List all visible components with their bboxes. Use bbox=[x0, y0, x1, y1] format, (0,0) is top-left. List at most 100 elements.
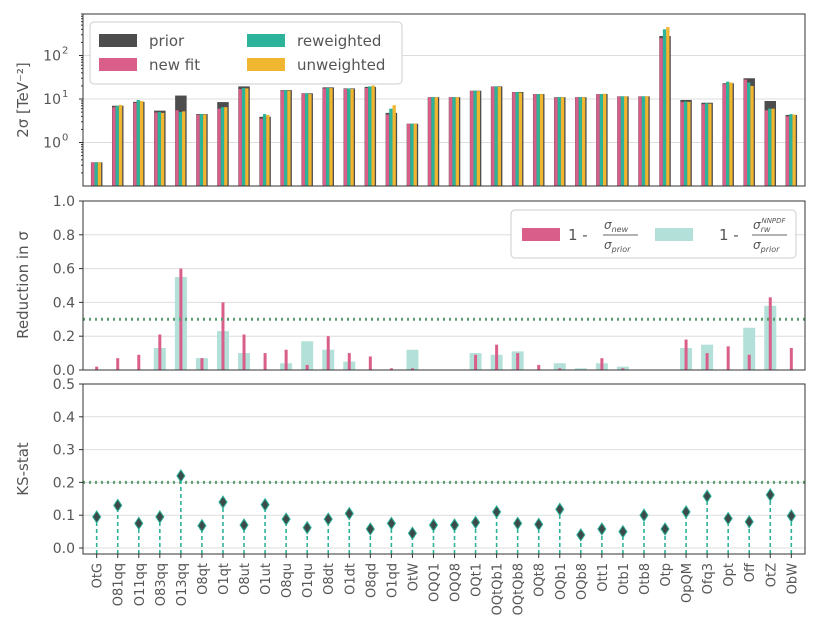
panel-ks-stat: 0.0 0.1 0.2 0.3 0.4 0.5 KS-stat OtG O81qq O11qq… bbox=[14, 377, 806, 615]
bar-reduction-new bbox=[684, 339, 688, 370]
bar-reduction-new bbox=[389, 368, 393, 370]
x-tick-label: O13qq bbox=[175, 563, 190, 606]
ks-marker bbox=[513, 516, 523, 531]
x-tick-label: O8qu bbox=[280, 563, 295, 598]
bar-reduction-new bbox=[558, 368, 562, 370]
sigma-glyph: σ bbox=[753, 238, 761, 252]
ks-marker bbox=[639, 508, 649, 523]
bar-reweighted bbox=[536, 94, 540, 186]
bar-new-fit bbox=[785, 116, 790, 186]
bar-unweighted bbox=[729, 82, 733, 186]
stems-and-markers bbox=[92, 468, 796, 554]
bar-reduction-rw bbox=[553, 363, 566, 370]
x-tick-label: O1qu bbox=[301, 563, 316, 598]
bar-new-fit bbox=[91, 162, 95, 186]
bar-reweighted bbox=[789, 114, 793, 186]
bar-unweighted bbox=[266, 114, 270, 186]
x-tick-label: O1qd bbox=[385, 563, 400, 598]
x-tick-label: OpQM bbox=[680, 563, 695, 603]
bar-new-fit bbox=[659, 38, 663, 186]
x-tick-labels: OtG O81qq O11qq O83qq O13qq O8qt O1qt O8ut O1ut O… bbox=[91, 554, 800, 615]
bar-reweighted bbox=[473, 90, 477, 186]
bar-reduction-new bbox=[137, 354, 141, 370]
x-tick-label: O8dt bbox=[322, 563, 337, 595]
sigma-glyph: σ bbox=[604, 218, 612, 232]
ks-marker bbox=[134, 516, 144, 531]
bar-unweighted bbox=[687, 101, 691, 186]
ks-marker bbox=[386, 516, 396, 531]
y-tick-label: 10 bbox=[43, 136, 61, 152]
bar-new-fit bbox=[259, 118, 263, 186]
bar-new-fit bbox=[406, 123, 411, 186]
legend-label-rw-prefix: 1 - bbox=[719, 226, 739, 244]
ks-marker bbox=[492, 505, 502, 519]
y-tick-exponent: 2 bbox=[62, 46, 68, 57]
bar-reduction-new bbox=[495, 344, 499, 370]
x-tick-label: OQb1 bbox=[554, 563, 569, 600]
bar-reduction-new bbox=[347, 353, 351, 370]
legend: prior new fit reweighted unweighted bbox=[89, 21, 403, 85]
bar-new-fit bbox=[238, 88, 242, 186]
plot-frame bbox=[82, 200, 806, 371]
y-tick-label: 0.5 bbox=[53, 377, 75, 393]
y-tick-label: 0.0 bbox=[53, 541, 75, 557]
bar-reweighted bbox=[747, 82, 751, 186]
bar-unweighted bbox=[708, 103, 712, 186]
ks-marker bbox=[660, 522, 670, 536]
bar-unweighted bbox=[160, 112, 165, 186]
bar-reduction-new bbox=[600, 358, 604, 370]
bar-reweighted bbox=[115, 105, 119, 186]
bar-reduction-new bbox=[221, 302, 225, 370]
legend-swatch bbox=[247, 58, 285, 71]
bar-reduction-new bbox=[158, 334, 162, 370]
bars bbox=[95, 268, 793, 370]
ks-marker bbox=[470, 515, 481, 530]
ks-marker bbox=[449, 518, 460, 532]
bar-reduction-new bbox=[747, 354, 751, 370]
bar-new-fit bbox=[638, 96, 642, 186]
bar-new-fit bbox=[343, 88, 348, 186]
bar-reweighted bbox=[515, 91, 519, 186]
y-tick-label: 1.0 bbox=[53, 194, 75, 210]
ks-marker bbox=[344, 506, 354, 521]
bar-new-fit bbox=[428, 97, 432, 186]
x-tick-label: OQb8 bbox=[575, 563, 590, 600]
plot-frame bbox=[82, 383, 806, 555]
legend-frame bbox=[510, 209, 797, 259]
x-tick-label: O83qq bbox=[154, 563, 169, 606]
subscript: new bbox=[612, 225, 629, 234]
bar-unweighted bbox=[581, 97, 586, 186]
bar-reduction-new bbox=[95, 366, 99, 370]
ks-marker bbox=[786, 508, 796, 523]
bar-new-fit bbox=[596, 94, 600, 186]
y-tick-label: 0.3 bbox=[53, 443, 75, 459]
y-axis-label: KS-stat bbox=[14, 442, 32, 496]
ks-marker bbox=[176, 468, 186, 483]
x-tick-label: OtG bbox=[91, 563, 106, 588]
bar-unweighted bbox=[118, 104, 123, 186]
x-tick-label: Otb1 bbox=[617, 563, 632, 595]
bar-unweighted bbox=[645, 96, 649, 186]
y-tick-label: 0.2 bbox=[53, 329, 75, 345]
bar-reduction-new bbox=[242, 334, 246, 370]
ks-marker bbox=[576, 527, 586, 542]
bar-new-fit bbox=[322, 88, 327, 186]
bar-reweighted bbox=[620, 96, 625, 186]
bar-unweighted bbox=[560, 97, 565, 186]
bar-reweighted bbox=[494, 86, 498, 186]
ks-marker bbox=[281, 512, 291, 527]
bar-unweighted bbox=[603, 93, 607, 186]
legend-swatch bbox=[247, 34, 285, 47]
y-tick-label: 0.1 bbox=[53, 508, 75, 524]
ks-marker bbox=[113, 498, 123, 513]
sigma-glyph: σ bbox=[604, 238, 612, 252]
bar-reweighted bbox=[262, 114, 267, 186]
bar-reweighted bbox=[347, 88, 351, 186]
bar-reduction-new bbox=[410, 368, 414, 370]
bar-reduction-new bbox=[326, 336, 330, 370]
bar-reduction-new bbox=[200, 358, 204, 370]
bar-new-fit bbox=[722, 84, 727, 186]
bar-reduction-new bbox=[474, 354, 478, 370]
bar-unweighted bbox=[455, 97, 459, 186]
